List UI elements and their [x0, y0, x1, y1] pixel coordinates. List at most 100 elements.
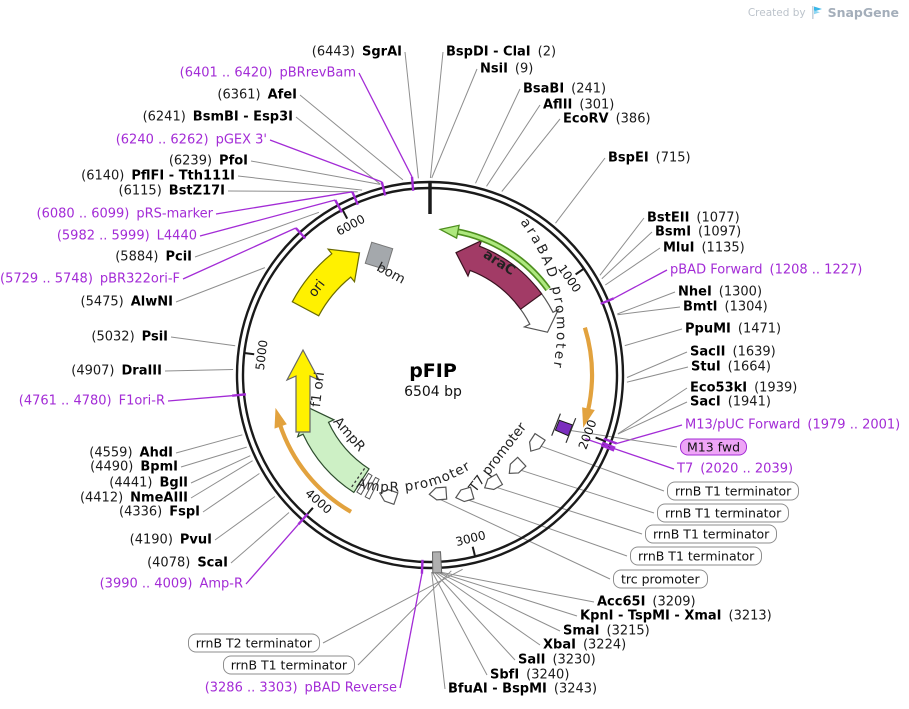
feature-box-label[interactable]: rrnB T2 terminator — [187, 633, 320, 653]
feature-bom-box[interactable] — [364, 241, 394, 271]
restriction-site-label[interactable]: XbaI (3224) — [543, 638, 626, 653]
restriction-site-label[interactable]: (6239) PfoI — [169, 154, 248, 169]
restriction-site-label[interactable]: EcoRV (386) — [563, 112, 651, 127]
feature-box-label[interactable]: rrnB T1 terminator — [630, 546, 763, 566]
feature-box-label[interactable]: rrnB T1 terminator — [645, 524, 778, 544]
restriction-site-label[interactable]: SmaI (3215) — [563, 624, 650, 639]
mcs-block[interactable] — [431, 551, 443, 574]
restriction-site-label[interactable]: (5032) PsiI — [91, 330, 168, 345]
label-position: (3224) — [582, 637, 627, 653]
primer-label[interactable]: (5729 .. 5748) pBR322ori-F — [0, 272, 180, 287]
label-name: NsiI — [480, 61, 508, 77]
restriction-site-label[interactable]: SalI (3230) — [518, 653, 596, 668]
restriction-site-label[interactable]: Acc65I (3209) — [597, 595, 696, 610]
feature-box-label[interactable]: rrnB T1 terminator — [222, 655, 355, 675]
orf-arrow-left[interactable] — [277, 423, 353, 514]
restriction-site-label[interactable]: BmtI (1304) — [683, 300, 768, 315]
restriction-site-label[interactable]: (4490) BpmI — [90, 460, 178, 475]
label-name: XbaI — [543, 637, 576, 653]
label-position: (3243) — [553, 681, 598, 697]
small-feature-sliver[interactable] — [356, 472, 373, 496]
terminator-arrow-icon[interactable] — [526, 432, 546, 455]
primer-label[interactable]: (4761 .. 4780) F1ori-R — [19, 394, 165, 409]
label-name: SgrAI — [362, 44, 402, 60]
primer-label[interactable]: (5982 .. 5999) L4440 — [57, 229, 197, 244]
feature-box-label[interactable]: trc promoter — [613, 569, 708, 589]
primer-label[interactable]: pBAD Forward (1208 .. 1227) — [670, 263, 862, 278]
callout-line — [182, 227, 297, 280]
primer-label[interactable]: (6240 .. 6262) pGEX 3' — [116, 133, 267, 148]
tick-mark — [341, 209, 349, 220]
feature-box-label[interactable]: rrnB T1 terminator — [667, 481, 800, 501]
feature-arac-arrow[interactable] — [455, 239, 543, 311]
terminator-arrow-icon[interactable] — [454, 486, 475, 503]
terminator-arrow-icon[interactable] — [505, 456, 527, 477]
restriction-site-label[interactable]: (4907) DraIII — [71, 364, 162, 379]
restriction-site-label[interactable]: PpuMI (1471) — [685, 322, 781, 337]
restriction-site-label[interactable]: (4078) ScaI — [147, 556, 228, 571]
restriction-site-label[interactable]: (4441) BglI — [109, 476, 188, 491]
restriction-site-label[interactable]: (5884) PciI — [115, 250, 192, 265]
primer-label[interactable]: (6401 .. 6420) pBRrevBam — [180, 66, 356, 81]
label-name: BstZ17I — [168, 183, 225, 199]
restriction-site-label[interactable]: (4559) AhdI — [89, 446, 173, 461]
restriction-site-label[interactable]: AflII (301) — [543, 98, 614, 113]
restriction-site-label[interactable]: (4190) PvuI — [130, 533, 212, 548]
label-name: pGEX 3' — [215, 132, 267, 148]
primer-label[interactable]: (3990 .. 4009) Amp-R — [100, 577, 243, 592]
terminator-arrow-icon[interactable] — [378, 487, 399, 506]
restriction-site-label[interactable]: MluI (1135) — [663, 241, 745, 256]
restriction-site-label[interactable]: NsiI (9) — [480, 62, 533, 77]
restriction-site-label[interactable]: (5475) AlwNI — [81, 295, 173, 310]
primer-box-label[interactable]: M13 fwd — [680, 438, 748, 456]
restriction-site-label[interactable]: StuI (1664) — [691, 360, 771, 375]
restriction-site-label[interactable]: (4412) NmeAIII — [80, 491, 188, 506]
feature-f1-ori-arrow[interactable] — [285, 348, 321, 433]
restriction-site-label[interactable]: (6140) PflFI - Tth111I — [81, 169, 235, 184]
restriction-site-label[interactable]: (4336) FspI — [119, 505, 200, 520]
label-name: BmtI — [683, 299, 718, 315]
plasmid-backbone[interactable] — [235, 180, 625, 570]
label-position: (3990 .. 4009) — [99, 576, 193, 592]
restriction-site-label[interactable]: BstEII (1077) — [647, 211, 740, 226]
callout-line — [433, 571, 516, 661]
feature-label-f1-ori[interactable]: f1 ori — [308, 371, 328, 408]
label-name: StuI — [691, 359, 721, 375]
primer-label[interactable]: T7 (2020 .. 2039) — [677, 462, 793, 477]
restriction-site-label[interactable]: SacI (1941) — [690, 395, 771, 410]
primer-label[interactable]: (6080 .. 6099) pRS-marker — [37, 207, 213, 222]
label-position: (4907) — [71, 363, 115, 379]
primer-label[interactable]: M13/pUC Forward (1979 .. 2001) — [685, 418, 900, 433]
label-position: (6140) — [81, 168, 125, 184]
restriction-site-label[interactable]: BfuAI - BspMI (3243) — [448, 682, 597, 697]
restriction-site-label[interactable]: SbfI (3240) — [490, 668, 569, 683]
terminator-arrow-icon[interactable] — [428, 486, 448, 501]
feature-box-label[interactable]: rrnB T1 terminator — [657, 503, 790, 523]
restriction-site-label[interactable]: (6443) SgrAI — [312, 45, 402, 60]
feature-ori-arrow[interactable] — [291, 248, 361, 317]
primer-site-tick — [601, 441, 616, 450]
restriction-site-label[interactable]: BsaBI (241) — [523, 82, 606, 97]
t7-promoter-line — [565, 417, 577, 444]
primer-label[interactable]: (3286 .. 3303) pBAD Reverse — [205, 681, 397, 696]
restriction-site-label[interactable]: BspDI - ClaI (2) — [446, 45, 556, 60]
terminator-arrow-icon[interactable] — [482, 473, 504, 493]
restriction-site-label[interactable]: Eco53kI (1939) — [690, 381, 797, 396]
label-position: (1135) — [701, 240, 745, 256]
restriction-site-label[interactable]: BsmI (1097) — [655, 225, 741, 240]
feature-ampr-arrow[interactable] — [296, 406, 370, 494]
restriction-site-label[interactable]: (6361) AfeI — [217, 88, 297, 103]
restriction-site-label[interactable]: (6241) BsmBI - Esp3I — [143, 110, 293, 125]
restriction-site-label[interactable]: KpnI - TspMI - XmaI (3213) — [580, 609, 772, 624]
restriction-site-label[interactable]: (6115) BstZ17I — [119, 184, 225, 199]
restriction-site-label[interactable]: BspEI (715) — [608, 151, 691, 166]
label-position: (6443) — [311, 44, 356, 60]
restriction-site-label[interactable]: SacII (1639) — [690, 345, 776, 360]
orf-arrow-right[interactable] — [582, 326, 594, 412]
small-feature-sliver[interactable] — [364, 476, 380, 500]
callout-line — [555, 157, 606, 224]
label-position: (3286 .. 3303) — [204, 680, 298, 696]
callout-line — [245, 523, 299, 585]
restriction-site-label[interactable]: NheI (1300) — [678, 285, 762, 300]
